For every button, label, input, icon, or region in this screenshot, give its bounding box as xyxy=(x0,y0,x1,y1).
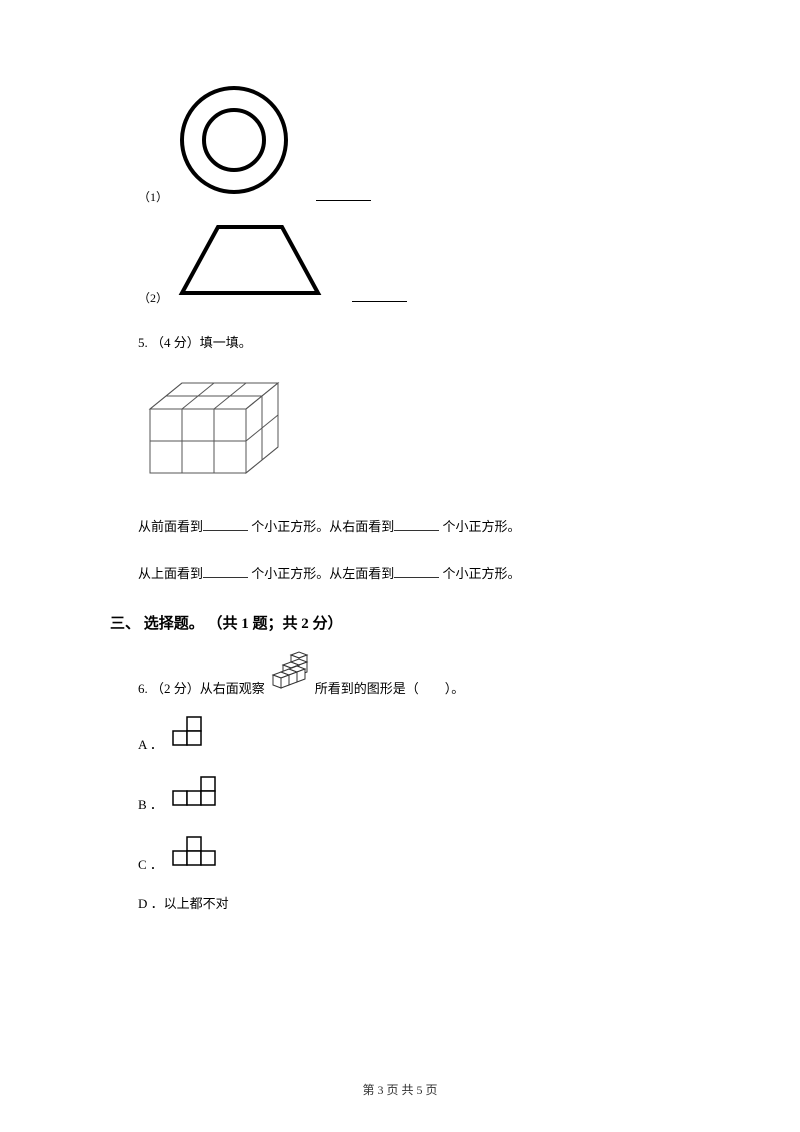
q6-option-a[interactable]: A ． xyxy=(138,715,690,753)
q4-item-1: （1） xyxy=(138,80,690,205)
q5-l2-b: 个小正方形。从左面看到 xyxy=(248,566,394,581)
trapezoid-figure xyxy=(170,219,330,306)
q5-blank-right[interactable] xyxy=(394,517,439,531)
opt-d-full: D ．以上都不对 xyxy=(138,893,229,912)
q6-stem-figure xyxy=(269,651,311,697)
opt-c-figure xyxy=(169,835,227,873)
opt-c-label: C ． xyxy=(138,854,163,873)
donut-figure xyxy=(174,80,294,205)
q4-item2-blank[interactable] xyxy=(352,288,407,302)
opt-b-figure xyxy=(169,775,227,813)
q6-option-c[interactable]: C ． xyxy=(138,835,690,873)
opt-a-figure xyxy=(169,715,213,753)
q5-l1-b: 个小正方形。从右面看到 xyxy=(248,519,394,534)
page-footer: 第 3 页 共 5 页 xyxy=(0,1081,800,1098)
q4-item1-label: （1） xyxy=(138,188,168,205)
q5-l1-c: 个小正方形。 xyxy=(439,519,520,534)
q5-line2: 从上面看到 个小正方形。从左面看到 个小正方形。 xyxy=(138,563,690,582)
cuboid-figure xyxy=(138,369,690,494)
q6-option-d[interactable]: D ．以上都不对 xyxy=(138,893,690,912)
q4-item2-label: （2） xyxy=(138,289,168,306)
q6-option-b[interactable]: B ． xyxy=(138,775,690,813)
q4-item1-blank[interactable] xyxy=(316,187,371,201)
q5-l2-a: 从上面看到 xyxy=(138,566,203,581)
section-3-header: 三、 选择题。 （共 1 题；共 2 分） xyxy=(110,612,690,633)
q6-prefix: 6. （2 分）从右面观察 xyxy=(138,678,265,697)
q5-blank-left[interactable] xyxy=(394,564,439,578)
q5-blank-top[interactable] xyxy=(203,564,248,578)
q5-blank-front[interactable] xyxy=(203,517,248,531)
q5-header: 5. （4 分）填一填。 xyxy=(138,332,690,351)
q5-l1-a: 从前面看到 xyxy=(138,519,203,534)
q6-suffix: 所看到的图形是（ ）。 xyxy=(315,678,465,697)
q5-line1: 从前面看到 个小正方形。从右面看到 个小正方形。 xyxy=(138,516,690,535)
q4-item-2: （2） xyxy=(138,219,690,306)
opt-b-label: B ． xyxy=(138,794,163,813)
opt-a-label: A ． xyxy=(138,734,163,753)
q6-stem: 6. （2 分）从右面观察 xyxy=(138,651,690,697)
q5-l2-c: 个小正方形。 xyxy=(439,566,520,581)
